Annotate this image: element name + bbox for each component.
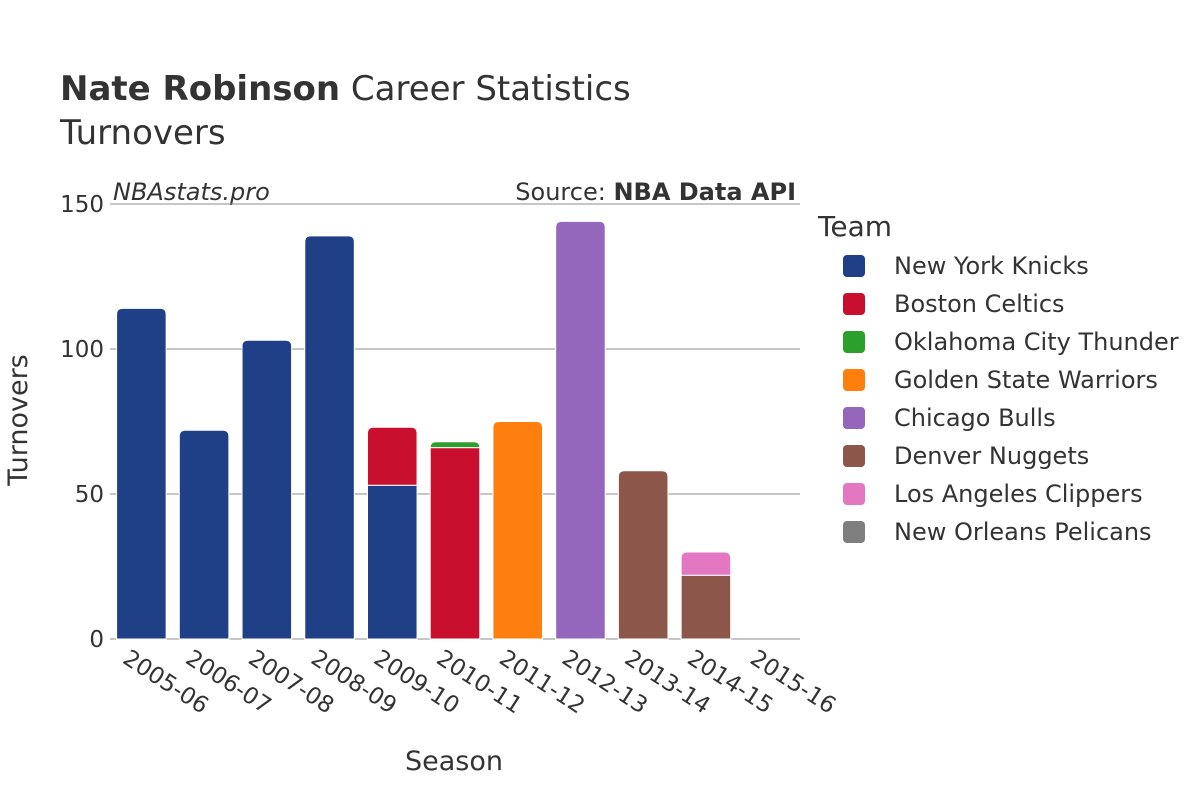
source-credit: Source: NBA Data API	[515, 178, 796, 206]
legend-label-boston-celtics: Boston Celtics	[894, 290, 1065, 318]
bar-2006-07-new-york-knicks	[178, 429, 230, 640]
bar-2014-15-los-angeles-clippers	[680, 551, 732, 576]
y-tick-label: 150	[60, 192, 104, 218]
y-axis-title: Turnovers	[3, 354, 34, 487]
bar-2013-14-denver-nuggets	[617, 470, 669, 640]
bar-2014-15-denver-nuggets	[680, 574, 732, 640]
bar-2010-11-oklahoma-city-thunder	[429, 441, 481, 449]
legend-swatch-boston-celtics	[843, 293, 865, 315]
bar-2011-12-golden-state-warriors	[492, 421, 544, 640]
bar-2005-06-new-york-knicks	[116, 307, 167, 640]
x-axis-title: Season	[405, 746, 503, 777]
legend-label-denver-nuggets: Denver Nuggets	[894, 442, 1089, 470]
legend-swatch-los-angeles-clippers	[843, 483, 865, 505]
y-tick-label: 50	[75, 482, 104, 508]
bars	[116, 220, 732, 640]
legend-swatch-new-orleans-pelicans	[843, 521, 865, 543]
legend-title: Team	[817, 210, 892, 243]
bar-2010-11-boston-celtics	[429, 447, 481, 640]
legend-swatch-denver-nuggets	[843, 445, 865, 467]
legend-label-chicago-bulls: Chicago Bulls	[894, 404, 1056, 432]
bar-2008-09-new-york-knicks	[304, 235, 355, 640]
y-axis-ticks: 0 50 100 150	[60, 192, 104, 653]
legend-swatch-oklahoma-city-thunder	[843, 331, 865, 353]
watermark: NBAstats.pro	[113, 178, 270, 206]
chart-subtitle: Turnovers	[59, 113, 226, 153]
legend-swatch-chicago-bulls	[843, 407, 865, 429]
bar-2012-13-chicago-bulls	[555, 220, 606, 640]
y-tick-label: 0	[89, 627, 104, 653]
legend-label-golden-state-warriors: Golden State Warriors	[894, 366, 1158, 394]
source-prefix: Source:	[515, 178, 613, 206]
y-tick-label: 100	[60, 337, 104, 363]
legend-swatch-golden-state-warriors	[843, 369, 865, 391]
legend-label-oklahoma-city-thunder: Oklahoma City Thunder	[894, 328, 1179, 356]
chart-title-rest: Career Statistics	[340, 69, 631, 109]
legend-swatch-new-york-knicks	[843, 255, 865, 277]
legend-label-los-angeles-clippers: Los Angeles Clippers	[894, 480, 1143, 508]
bar-2009-10-boston-celtics	[366, 426, 418, 486]
legend: Team New York Knicks Boston Celtics Oklaho…	[817, 210, 1179, 546]
legend-label-new-orleans-pelicans: New Orleans Pelicans	[894, 518, 1152, 546]
bar-2007-08-new-york-knicks	[241, 339, 293, 640]
source-name: NBA Data API	[613, 178, 796, 206]
chart-title-player: Nate Robinson	[60, 69, 340, 109]
x-axis-ticks: 2005-062006-072007-082008-092009-102010-…	[118, 645, 840, 719]
bar-2009-10-new-york-knicks	[366, 484, 418, 640]
legend-label-new-york-knicks: New York Knicks	[894, 252, 1089, 280]
chart-title: Nate Robinson Career Statistics	[60, 69, 631, 109]
